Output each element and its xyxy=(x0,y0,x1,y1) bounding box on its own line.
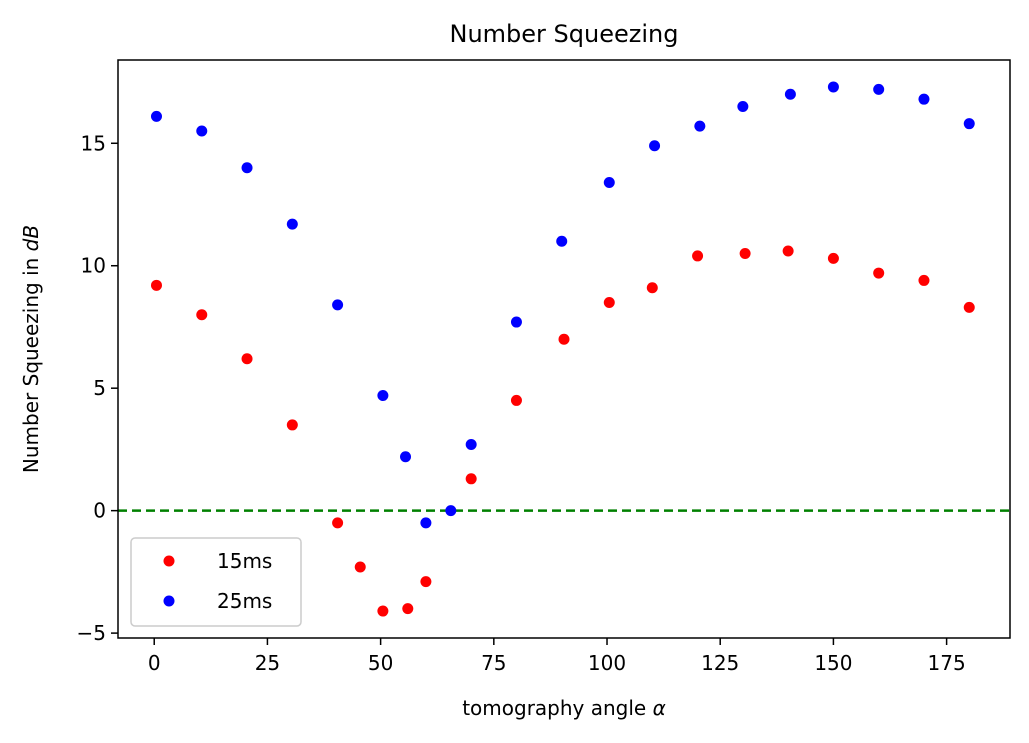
data-point-25ms-0 xyxy=(150,110,162,122)
data-point-25ms-4 xyxy=(332,299,344,311)
data-point-25ms-13 xyxy=(649,140,661,152)
data-point-25ms-6 xyxy=(400,451,412,463)
data-point-25ms-12 xyxy=(603,176,615,188)
y-tick-label-15: 15 xyxy=(81,131,106,155)
data-point-15ms-12 xyxy=(603,296,615,308)
data-point-15ms-10 xyxy=(510,394,522,406)
data-point-15ms-8 xyxy=(420,576,432,588)
legend-label-25ms: 25ms xyxy=(217,589,272,613)
data-point-15ms-18 xyxy=(873,267,885,279)
y-axis-label-symbol: dB xyxy=(19,225,43,251)
y-tick-label-5: 5 xyxy=(93,376,106,400)
x-tick-label-75: 75 xyxy=(481,651,506,675)
data-point-15ms-17 xyxy=(827,252,839,264)
data-point-15ms-11 xyxy=(558,333,570,345)
data-point-25ms-7 xyxy=(420,517,432,529)
data-point-25ms-10 xyxy=(510,316,522,328)
y-tick-label--5: −5 xyxy=(77,621,106,645)
series-25ms xyxy=(150,81,975,529)
x-tick-label-50: 50 xyxy=(368,651,393,675)
data-point-25ms-18 xyxy=(873,83,885,95)
legend-marker-15ms xyxy=(163,555,175,567)
axes-frame xyxy=(117,59,1011,639)
x-axis-label-symbol: α xyxy=(653,696,666,720)
data-point-15ms-0 xyxy=(150,279,162,291)
data-point-15ms-7 xyxy=(402,603,414,615)
data-point-15ms-3 xyxy=(286,419,298,431)
y-tick-label-10: 10 xyxy=(81,254,106,278)
x-axis-label-text: tomography angle xyxy=(462,696,646,720)
series-15ms xyxy=(150,245,975,617)
legend: 15ms 25ms xyxy=(130,537,302,627)
data-point-15ms-2 xyxy=(241,353,253,365)
data-point-15ms-1 xyxy=(196,309,208,321)
data-point-15ms-6 xyxy=(377,605,389,617)
y-axis-label: Number Squeezing in dB xyxy=(19,225,43,473)
data-point-15ms-5 xyxy=(354,561,366,573)
data-point-15ms-4 xyxy=(332,517,344,529)
data-point-25ms-11 xyxy=(556,235,568,247)
legend-marker-25ms xyxy=(163,595,175,607)
data-point-25ms-20 xyxy=(963,118,975,130)
x-tick-label-150: 150 xyxy=(814,651,852,675)
x-tick-label-175: 175 xyxy=(928,651,966,675)
data-point-25ms-9 xyxy=(465,439,477,451)
data-point-25ms-16 xyxy=(784,88,796,100)
x-tick-label-125: 125 xyxy=(701,651,739,675)
data-point-25ms-15 xyxy=(737,101,749,113)
data-point-15ms-14 xyxy=(692,250,704,262)
data-point-25ms-17 xyxy=(827,81,839,93)
legend-label-15ms: 15ms xyxy=(217,549,272,573)
data-point-15ms-20 xyxy=(963,301,975,313)
data-point-15ms-15 xyxy=(739,247,751,259)
data-point-25ms-8 xyxy=(445,505,457,517)
x-tick-label-100: 100 xyxy=(588,651,626,675)
data-point-15ms-16 xyxy=(782,245,794,257)
data-point-25ms-5 xyxy=(377,390,389,402)
y-axis-label-text: Number Squeezing in xyxy=(19,258,43,473)
x-tick-label-0: 0 xyxy=(148,651,161,675)
x-axis-label: tomography angle α xyxy=(462,696,666,720)
axes: 0 25 50 75 100 125 150 175 −5 0 5 10 15 xyxy=(77,59,1011,675)
plot-area xyxy=(118,81,1010,617)
data-point-25ms-1 xyxy=(196,125,208,137)
legend-box xyxy=(130,537,302,627)
data-point-15ms-19 xyxy=(918,274,930,286)
data-point-25ms-14 xyxy=(694,120,706,132)
data-point-15ms-9 xyxy=(465,473,477,485)
chart-title: Number Squeezing xyxy=(450,20,679,48)
x-tick-label-25: 25 xyxy=(255,651,280,675)
y-tick-label-0: 0 xyxy=(93,499,106,523)
data-point-25ms-19 xyxy=(918,93,930,105)
data-point-15ms-13 xyxy=(646,282,658,294)
data-point-25ms-2 xyxy=(241,162,253,174)
data-point-25ms-3 xyxy=(286,218,298,230)
